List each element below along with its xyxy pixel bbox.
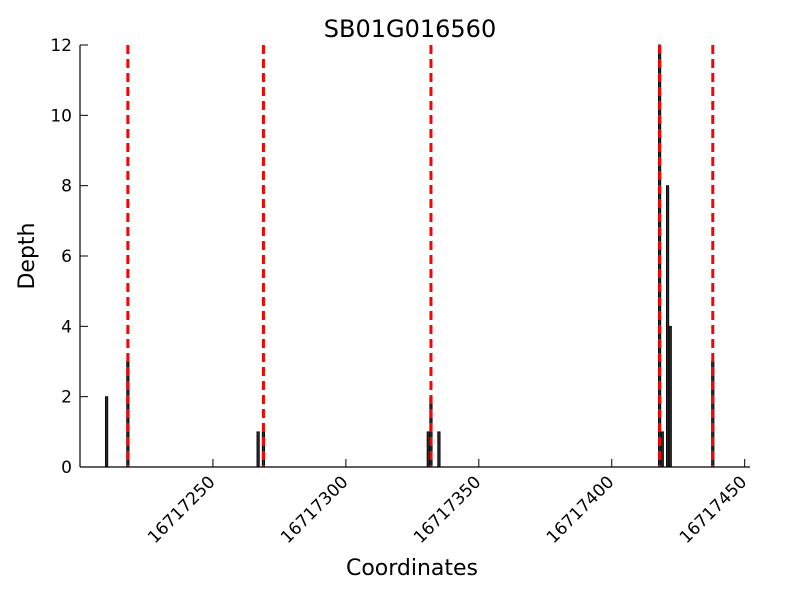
x-tick-label: 16717450 <box>676 472 751 547</box>
bar <box>665 185 670 468</box>
plot-area: 0 2 4 6 8 10 12 16717250 16717300 16717350 1671740… <box>50 36 751 548</box>
x-tick-label: 16717250 <box>144 472 219 547</box>
bar <box>256 431 260 468</box>
y-tick-label: 2 <box>61 388 72 408</box>
y-tick-label: 10 <box>50 106 72 126</box>
y-tick-label: 4 <box>61 317 72 337</box>
y-tick-label: 12 <box>50 36 72 56</box>
chart-title: SB01G016560 <box>324 15 496 43</box>
y-tick-label: 6 <box>61 247 72 267</box>
x-axis-label: Coordinates <box>346 556 478 581</box>
x-tick-label: 16717350 <box>410 472 485 547</box>
bar <box>104 396 109 468</box>
bar <box>660 431 664 468</box>
bar <box>668 325 672 468</box>
y-tick-label: 0 <box>61 458 72 478</box>
y-tick-label: 8 <box>61 177 72 197</box>
y-axis-label: Depth <box>15 222 40 289</box>
x-tick-label: 16717400 <box>543 472 618 547</box>
x-tick-label: 16717300 <box>277 472 352 547</box>
bar <box>437 431 441 468</box>
bar <box>426 431 430 468</box>
